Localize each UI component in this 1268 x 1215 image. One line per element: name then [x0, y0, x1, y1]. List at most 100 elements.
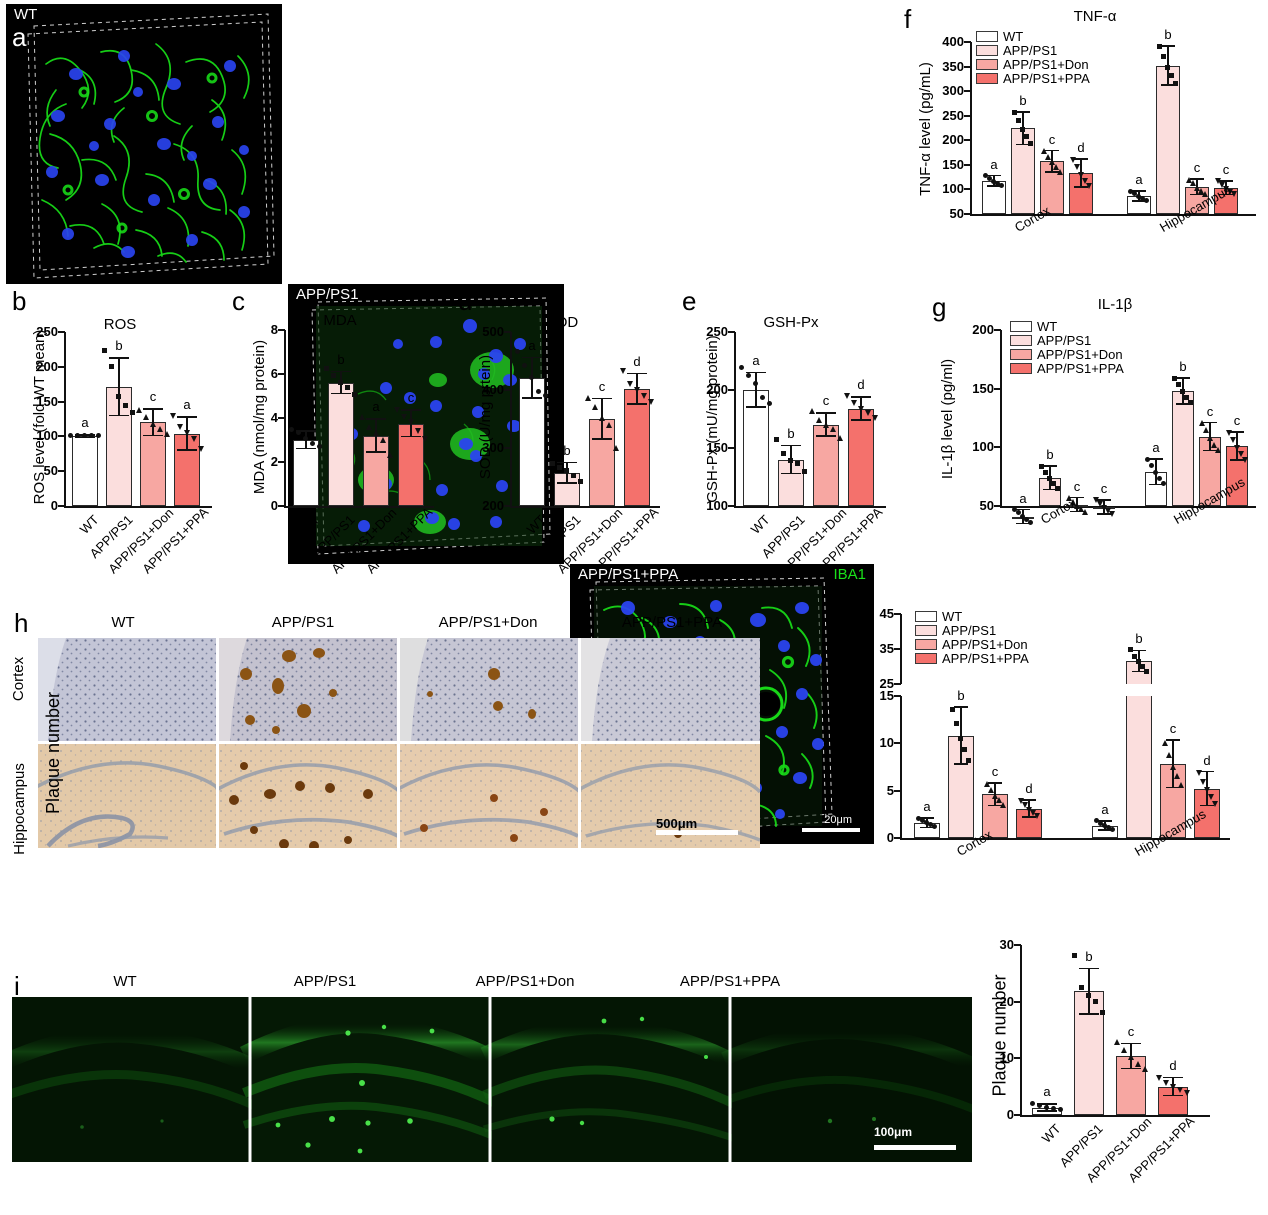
- data-point: [1215, 178, 1221, 185]
- data-point: [1016, 510, 1021, 516]
- y-tick-label: 50: [43, 463, 58, 479]
- data-point: [988, 786, 994, 793]
- data-point: [89, 432, 94, 438]
- error-cap-top: [366, 418, 386, 420]
- significance-letter: b: [787, 425, 795, 441]
- x-axis: [1000, 506, 1256, 508]
- legend-item-ppa: APP/PS1+PPA: [915, 652, 1029, 665]
- data-point: [571, 472, 576, 478]
- x-axis: [64, 506, 212, 508]
- data-point: [1212, 801, 1218, 808]
- bar: [1156, 65, 1180, 214]
- data-point: [1082, 508, 1088, 515]
- significance-letter: c: [822, 393, 830, 409]
- data-point: [1157, 476, 1162, 482]
- data-point: [599, 414, 605, 421]
- panel-g-letter: g: [932, 292, 947, 322]
- data-point: [564, 467, 569, 473]
- x-axis: [900, 838, 1230, 840]
- data-point: [387, 452, 393, 459]
- panel-h-images: 500μm: [38, 638, 760, 848]
- panel-a-label-wt: WT: [14, 6, 38, 23]
- data-point: [995, 181, 1000, 187]
- y-tick-mark: [504, 447, 511, 449]
- error-cap-top: [1098, 819, 1112, 822]
- significance-letter: c: [1222, 162, 1230, 178]
- panel-g-title: IL-1β: [1097, 296, 1133, 313]
- y-axis-upper: [900, 614, 902, 684]
- error-cap-bottom: [557, 482, 577, 484]
- significance-letter: c: [149, 389, 157, 405]
- data-point: [68, 433, 73, 439]
- panel-i-col-label-1: APP/PS1: [293, 973, 357, 990]
- data-point: [1097, 501, 1103, 507]
- data-point: [536, 389, 541, 395]
- data-point: [415, 428, 421, 435]
- error-cap-top: [1166, 739, 1180, 742]
- significance-letter: a: [1152, 440, 1160, 456]
- data-point: [627, 381, 633, 388]
- data-point: [1074, 164, 1080, 171]
- data-point: [1135, 1061, 1141, 1067]
- data-point: [641, 392, 647, 399]
- data-point: [1020, 127, 1025, 133]
- panel-i-letter: i: [14, 971, 20, 1001]
- chart-plot: 50 100 150 200 250 300 350 400 a b c d Cortex a b c c Hip…: [890, 0, 1268, 285]
- error-cap-bottom: [1098, 829, 1112, 832]
- data-point: [1163, 1080, 1169, 1087]
- panel-h-scale-text: 500μm: [656, 816, 698, 831]
- panel-i-chart-ylabel: Plaque number: [989, 974, 1010, 1097]
- panel-a-scale-bar: [802, 828, 860, 832]
- data-point: [1028, 140, 1033, 146]
- data-point: [932, 824, 937, 830]
- legend-item-don: APP/PS1+Don: [976, 58, 1090, 71]
- data-point: [1102, 823, 1107, 829]
- error-cap-bottom: [143, 434, 163, 437]
- x-axis: [734, 506, 886, 508]
- x-axis: [1020, 1115, 1210, 1117]
- data-point: [380, 437, 386, 443]
- y-tick-mark: [994, 329, 1001, 331]
- legend-label-wt: WT: [1037, 319, 1058, 334]
- bar: [743, 390, 769, 506]
- data-point: [1074, 502, 1080, 509]
- error-cap-bottom: [988, 804, 1002, 807]
- panel-i-scale-text: 100μm: [874, 1125, 913, 1139]
- data-point: [1178, 782, 1184, 789]
- data-point: [296, 430, 301, 436]
- data-point: [585, 394, 591, 401]
- data-point: [613, 445, 619, 451]
- y-tick-mark: [728, 447, 735, 449]
- data-point: [1128, 188, 1133, 194]
- data-point: [75, 433, 80, 439]
- y-tick-mark: [964, 139, 971, 142]
- data-point: [1180, 389, 1185, 395]
- bar: [328, 382, 354, 506]
- data-point: [1132, 654, 1137, 660]
- data-point: [795, 461, 800, 467]
- data-point: [983, 172, 988, 178]
- error-cap-top: [177, 415, 197, 418]
- y-tick-label: 250: [942, 107, 964, 123]
- data-point: [1012, 110, 1017, 116]
- panel-i-col-label-0: WT: [113, 973, 137, 990]
- data-point: [1058, 1107, 1063, 1113]
- y-tick-label: 150: [942, 156, 964, 172]
- panel-i-images: 100μm: [12, 997, 972, 1162]
- data-point: [950, 707, 955, 713]
- panel-h-legend: WT APP/PS1 APP/PS1+Don APP/PS1+PPA: [915, 610, 1029, 666]
- panel-f-title: TNF-α: [1073, 8, 1117, 25]
- data-point: [317, 443, 322, 449]
- error-cap-top: [1070, 496, 1084, 499]
- chart-plot: 200 300 400 500 a WT b APP/PS1 c APP/PS1+Don d APP/…: [444, 288, 666, 576]
- error-cap-bottom: [781, 472, 801, 475]
- error-cap-top: [331, 370, 351, 373]
- panel-f-letter: f: [904, 4, 912, 34]
- legend-swatch-wt: [915, 611, 937, 622]
- data-point: [1242, 456, 1248, 463]
- data-point: [620, 368, 626, 375]
- data-point: [408, 419, 414, 426]
- error-cap-top: [1176, 377, 1190, 379]
- data-point: [338, 379, 343, 385]
- error-bar: [1088, 968, 1090, 1015]
